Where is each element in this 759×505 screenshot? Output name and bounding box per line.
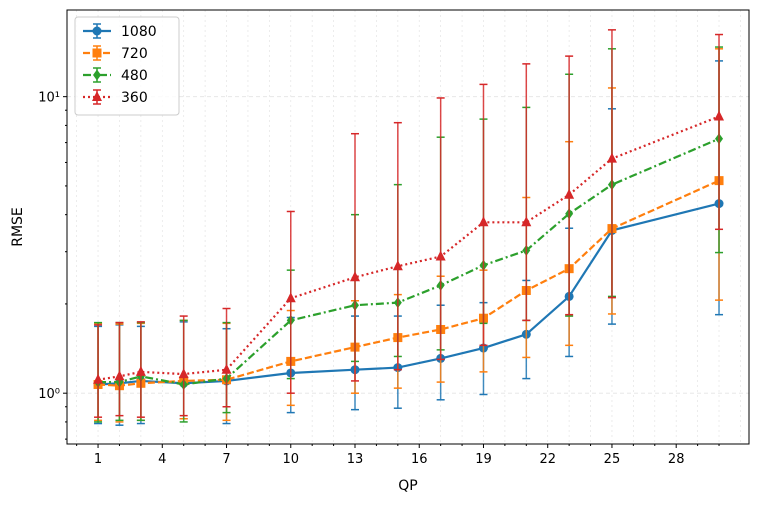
x-axis: 1 4 7 10 13 16 19 22 25 28 [76,444,720,467]
series-360 [93,29,725,418]
legend-item-720: 720 [83,45,148,62]
y-tick-label: 10¹ [38,91,60,106]
series-line-720 [97,179,720,387]
legend: 1080 720 480 360 [74,16,180,116]
data-point [521,216,532,227]
legend-item-480: 480 [83,67,148,84]
legend-label: 1080 [121,24,157,40]
data-point [478,216,489,227]
series-line-1080 [97,202,720,386]
legend-marker [92,26,102,36]
data-point [178,368,189,379]
x-tick-label: 4 [158,452,166,467]
series-line-480 [98,137,720,386]
x-tick-label: 25 [604,452,621,467]
data-point [350,271,361,282]
series-layer [93,29,725,426]
data-point [221,363,232,374]
y-axis-label: RMSE [10,207,26,247]
data-point [392,260,403,271]
y-tick-label: 10⁰ [38,387,60,402]
plot-frame [66,9,750,445]
legend-marker [92,91,102,101]
data-point [606,152,617,163]
legend-marker [92,48,102,58]
data-point [114,370,125,381]
x-tick-label: 28 [668,452,685,467]
data-point [135,365,146,376]
legend-label: 720 [121,46,148,62]
data-point [435,250,446,261]
legend-label: 480 [121,68,148,84]
legend-label: 360 [121,90,148,106]
series-1080 [93,60,724,426]
x-tick-label: 1 [94,452,102,467]
x-tick-label: 13 [347,452,364,467]
x-tick-label: 16 [411,452,428,467]
x-tick-label: 7 [222,452,230,467]
y-axis: 10⁰ 10¹ [38,91,67,440]
legend-item-360: 360 [83,89,148,106]
x-axis-label: QP [398,478,417,494]
data-point [285,292,296,303]
data-point [93,373,104,384]
data-point [564,188,575,199]
data-point [714,110,725,121]
legend-marker [93,69,101,81]
x-tick-label: 10 [282,452,299,467]
legend-item-1080: 1080 [83,23,157,40]
series-line-360 [97,115,720,381]
x-tick-label: 22 [539,452,556,467]
x-tick-label: 19 [475,452,492,467]
